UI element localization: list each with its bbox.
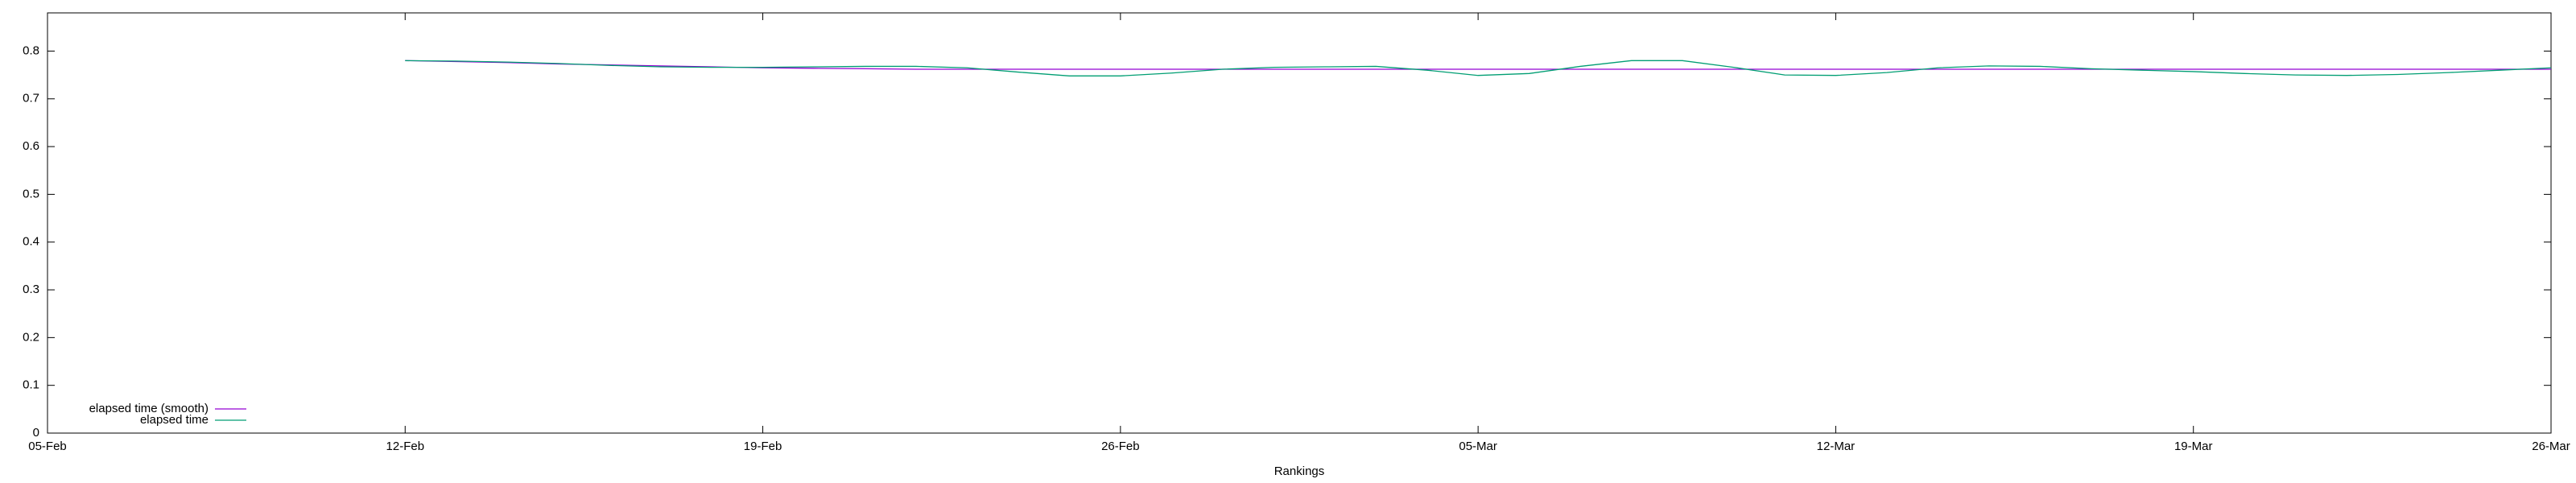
plot-frame [47,12,2552,434]
y-tick-label: 0.3 [23,283,39,296]
y-tick-label: 0.4 [23,235,39,249]
y-tick-label: 0 [33,426,39,440]
data-line [405,60,2551,70]
y-tick-label: 0.7 [23,92,39,105]
x-tick-label: 12-Feb [386,440,425,453]
x-tick-label: 12-Mar [1817,440,1856,453]
legend-label: elapsed time (smooth) [89,402,208,415]
y-tick-label: 0.6 [23,139,39,153]
data-line [405,60,2552,76]
y-tick-label: 0.5 [23,187,39,200]
y-tick-label: 0.2 [23,330,39,344]
x-tick-label: 26-Mar [2532,440,2570,453]
x-tick-label: 05-Mar [1459,440,1497,453]
x-tick-label: 19-Feb [744,440,782,453]
y-tick-label: 0.8 [23,43,39,57]
y-tick-label: 0.1 [23,378,39,392]
x-tick-label: 05-Feb [28,440,67,453]
x-tick-label: 19-Mar [2174,440,2213,453]
legend-label: elapsed time [140,413,208,427]
x-tick-label: 26-Feb [1101,440,1140,453]
x-axis-label: Rankings [1274,464,1325,478]
